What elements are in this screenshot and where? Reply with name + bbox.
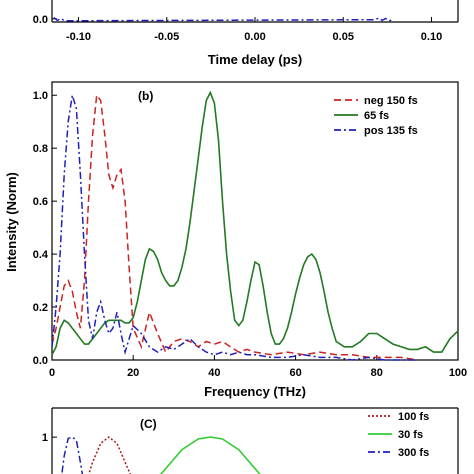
frequency-panel-b: 0 20 40 60 80 100 0.0 0.2 0.4 0.6 0.8 1.0 (b) Freq… — [4, 81, 467, 399]
series-line-100-fs — [88, 436, 131, 474]
x-tick-label: 0.10 — [421, 31, 442, 43]
legend-entry: pos 135 fs — [364, 125, 418, 137]
y-tick-label: 0.6 — [33, 196, 48, 208]
x-tick-label: 0.05 — [333, 31, 354, 43]
legend-entry: 300 fs — [398, 447, 429, 459]
x-tick-label: -0.05 — [154, 31, 179, 43]
series-line-pos-135-fs — [51, 94, 418, 361]
panel-b-y-axis-label: Intensity (Norm) — [4, 172, 19, 272]
panel-c: 1 (C) 100 fs 30 fs 300 fs — [42, 407, 459, 474]
x-tick-label: 20 — [127, 367, 139, 379]
series-line-65-fs — [51, 90, 459, 356]
x-tick-label: 0.00 — [244, 31, 265, 43]
y-tick-label: 1.0 — [33, 90, 48, 102]
x-tick-label: 100 — [449, 367, 467, 379]
x-tick-label: 60 — [289, 367, 301, 379]
series-line-panel-0-0 — [53, 16, 393, 22]
x-tick-label: -0.10 — [66, 31, 91, 43]
x-tick-label: 0 — [49, 367, 55, 379]
panel-c-legend: 100 fs 30 fs 300 fs — [368, 411, 429, 459]
legend-entry: 30 fs — [398, 429, 423, 441]
y-tick-label: 1 — [42, 432, 48, 444]
y-tick-label: 0.8 — [33, 143, 48, 155]
panel-c-label: (C) — [140, 417, 157, 431]
panel-b-frame — [51, 81, 459, 361]
time-delay-panel: -0.10 -0.05 0.00 0.05 0.10 0.0 Time delay (p… — [33, 0, 459, 67]
y-tick-label: 0.2 — [33, 302, 48, 314]
legend-entry: 100 fs — [398, 411, 429, 423]
top-x-axis-label: Time delay (ps) — [208, 52, 302, 67]
panel-b-legend: neg 150 fs 65 fs pos 135 fs — [334, 95, 418, 137]
panel-b-label: (b) — [138, 89, 153, 103]
series-line-300-fs — [61, 436, 84, 474]
x-tick-label: 40 — [208, 367, 220, 379]
y-tick-label: 0.0 — [33, 355, 48, 367]
legend-entry: neg 150 fs — [364, 95, 418, 107]
panel-b-x-axis-label: Frequency (THz) — [204, 384, 306, 399]
x-tick-label: 80 — [371, 367, 383, 379]
legend-entry: 65 fs — [364, 110, 389, 122]
y-tick-label: 0.0 — [33, 14, 48, 26]
y-tick-label: 0.4 — [33, 249, 49, 261]
series-line-30-fs — [159, 436, 261, 474]
